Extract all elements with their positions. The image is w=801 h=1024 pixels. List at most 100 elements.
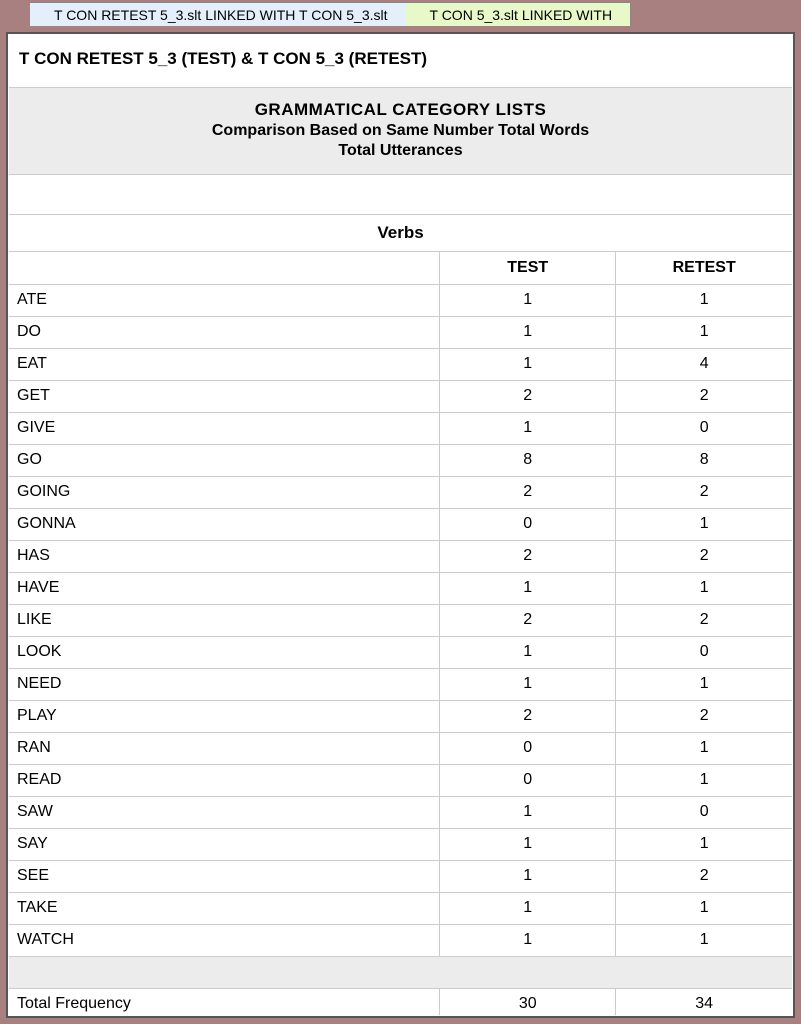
test-cell: 2 — [440, 700, 616, 732]
retest-cell: 1 — [616, 572, 792, 604]
test-cell: 2 — [440, 476, 616, 508]
table-row: GET22 — [9, 380, 792, 412]
test-cell: 1 — [440, 668, 616, 700]
table-row: SAW10 — [9, 796, 792, 828]
retest-cell: 0 — [616, 412, 792, 444]
word-cell: ATE — [9, 284, 440, 316]
word-cell: SEE — [9, 860, 440, 892]
retest-cell: 1 — [616, 828, 792, 860]
retest-cell: 2 — [616, 860, 792, 892]
word-cell: GIVE — [9, 412, 440, 444]
test-cell: 0 — [440, 508, 616, 540]
word-cell: READ — [9, 764, 440, 796]
retest-cell: 4 — [616, 348, 792, 380]
content-outer: T CON RETEST 5_3 (TEST) & T CON 5_3 (RET… — [0, 26, 801, 1024]
test-cell: 1 — [440, 348, 616, 380]
table-row: HAVE11 — [9, 572, 792, 604]
test-cell: 0 — [440, 732, 616, 764]
retest-cell: 1 — [616, 892, 792, 924]
retest-cell: 1 — [616, 284, 792, 316]
retest-cell: 1 — [616, 508, 792, 540]
word-cell: EAT — [9, 348, 440, 380]
table-row: RAN01 — [9, 732, 792, 764]
retest-cell: 0 — [616, 636, 792, 668]
header-line-2: Comparison Based on Same Number Total Wo… — [15, 122, 786, 140]
retest-cell: 2 — [616, 540, 792, 572]
total-retest: 34 — [616, 988, 792, 1015]
word-cell: SAY — [9, 828, 440, 860]
word-cell: LIKE — [9, 604, 440, 636]
retest-cell: 2 — [616, 380, 792, 412]
test-cell: 0 — [440, 764, 616, 796]
test-cell: 1 — [440, 636, 616, 668]
verb-table: TEST RETEST ATE11DO11EAT14GET22GIVE10GO8… — [9, 252, 792, 1015]
word-cell: RAN — [9, 732, 440, 764]
word-cell: GONNA — [9, 508, 440, 540]
test-cell: 2 — [440, 380, 616, 412]
word-cell: TAKE — [9, 892, 440, 924]
col-header-blank — [9, 252, 440, 284]
word-cell: PLAY — [9, 700, 440, 732]
file-tab[interactable]: T CON 5_3.slt LINKED WITH — [406, 2, 632, 26]
table-row: HAS22 — [9, 540, 792, 572]
word-cell: NEED — [9, 668, 440, 700]
window-frame: T CON RETEST 5_3.slt LINKED WITH T CON 5… — [0, 0, 801, 1024]
col-header-retest: RETEST — [616, 252, 792, 284]
header-line-3: Total Utterances — [15, 142, 786, 160]
content-border: T CON RETEST 5_3 (TEST) & T CON 5_3 (RET… — [6, 32, 795, 1018]
test-cell: 1 — [440, 892, 616, 924]
total-separator — [9, 956, 792, 988]
test-cell: 1 — [440, 412, 616, 444]
total-test: 30 — [440, 988, 616, 1015]
header-block: GRAMMATICAL CATEGORY LISTS Comparison Ba… — [9, 87, 792, 175]
header-line-1: GRAMMATICAL CATEGORY LISTS — [15, 100, 786, 120]
table-header-row: TEST RETEST — [9, 252, 792, 284]
table-row: GO88 — [9, 444, 792, 476]
word-cell: DO — [9, 316, 440, 348]
page-title: T CON RETEST 5_3 (TEST) & T CON 5_3 (RET… — [9, 35, 792, 87]
table-row: NEED11 — [9, 668, 792, 700]
word-cell: GET — [9, 380, 440, 412]
retest-cell: 2 — [616, 604, 792, 636]
table-row: TAKE11 — [9, 892, 792, 924]
word-cell: WATCH — [9, 924, 440, 956]
table-row: DO11 — [9, 316, 792, 348]
test-cell: 1 — [440, 860, 616, 892]
table-row: GOING22 — [9, 476, 792, 508]
tab-bar: T CON RETEST 5_3.slt LINKED WITH T CON 5… — [0, 0, 801, 26]
word-cell: HAS — [9, 540, 440, 572]
word-cell: GO — [9, 444, 440, 476]
file-tab[interactable]: T CON RETEST 5_3.slt LINKED WITH T CON 5… — [30, 2, 407, 26]
word-cell: HAVE — [9, 572, 440, 604]
retest-cell: 2 — [616, 476, 792, 508]
table-row: READ01 — [9, 764, 792, 796]
table-row: LOOK10 — [9, 636, 792, 668]
table-body: ATE11DO11EAT14GET22GIVE10GO88GOING22GONN… — [9, 284, 792, 956]
retest-cell: 2 — [616, 700, 792, 732]
table-row: LIKE22 — [9, 604, 792, 636]
test-cell: 1 — [440, 572, 616, 604]
word-cell: SAW — [9, 796, 440, 828]
table-row: SEE12 — [9, 860, 792, 892]
test-cell: 2 — [440, 604, 616, 636]
retest-cell: 1 — [616, 924, 792, 956]
content-panel: T CON RETEST 5_3 (TEST) & T CON 5_3 (RET… — [9, 35, 792, 1015]
test-cell: 8 — [440, 444, 616, 476]
col-header-test: TEST — [440, 252, 616, 284]
retest-cell: 0 — [616, 796, 792, 828]
test-cell: 1 — [440, 924, 616, 956]
section-title: Verbs — [9, 215, 792, 252]
table-row: ATE11 — [9, 284, 792, 316]
test-cell: 1 — [440, 316, 616, 348]
total-label: Total Frequency — [9, 988, 440, 1015]
table-row: EAT14 — [9, 348, 792, 380]
retest-cell: 1 — [616, 316, 792, 348]
table-row: PLAY22 — [9, 700, 792, 732]
table-row: GONNA01 — [9, 508, 792, 540]
word-cell: GOING — [9, 476, 440, 508]
spacer-row — [9, 175, 792, 215]
table-row: GIVE10 — [9, 412, 792, 444]
table-row: WATCH11 — [9, 924, 792, 956]
retest-cell: 8 — [616, 444, 792, 476]
test-cell: 2 — [440, 540, 616, 572]
